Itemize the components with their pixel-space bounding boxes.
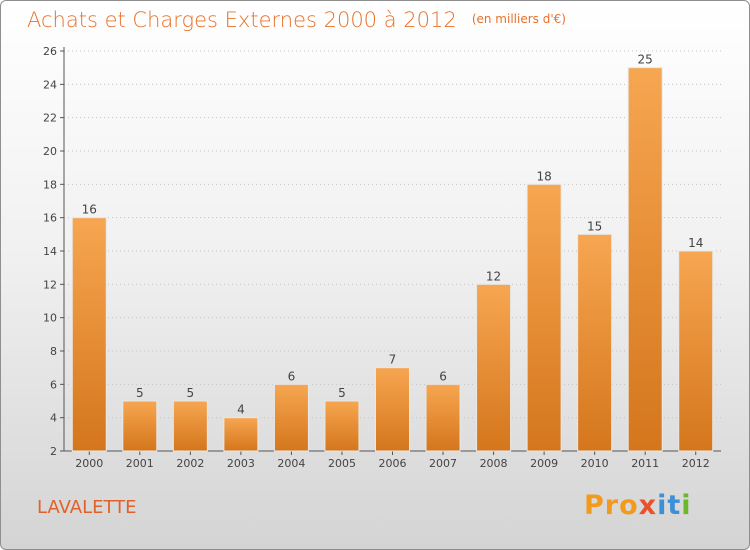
x-tick-label: 2003: [227, 457, 255, 470]
bar-value-label: 5: [187, 386, 195, 400]
bar: [678, 250, 714, 452]
y-tick-label: 12: [43, 278, 57, 291]
y-tick-label: 26: [43, 45, 57, 58]
bar: [122, 400, 158, 452]
bar: [577, 233, 613, 452]
y-tick-label: 22: [43, 112, 57, 125]
logo-part: it: [657, 490, 682, 521]
bar: [375, 367, 410, 452]
x-tick-labels: 2000 2001 2002 2003 2004 2005 2006 2007 2008 2009…: [75, 457, 709, 470]
y-tick-label: 10: [43, 312, 57, 325]
chart-unit: (en milliers d'€): [471, 12, 566, 26]
chart-title: Achats et Charges Externes 2000 à 2012 (…: [27, 8, 566, 32]
y-tick-label: 14: [43, 245, 57, 258]
y-tick-label: 24: [43, 78, 57, 91]
y-tick-label: 18: [43, 178, 57, 191]
data-labels: 16 5 5 4 6 5 7 6 12 18 15 25 14: [82, 53, 704, 417]
bar-value-label: 5: [338, 386, 346, 400]
x-tick-label: 2001: [126, 457, 154, 470]
proxiti-logo: Proxiti: [584, 490, 692, 521]
y-tick-label: 20: [43, 145, 57, 158]
x-tick-label: 2006: [379, 457, 407, 470]
bar-value-label: 12: [486, 269, 501, 283]
bar: [324, 400, 360, 452]
x-tick-label: 2012: [682, 457, 710, 470]
y-tick-label: 2: [50, 445, 57, 458]
bar-value-label: 6: [439, 369, 447, 383]
y-tick-label: 16: [43, 212, 57, 225]
logo-part: i: [681, 490, 692, 521]
bar-value-label: 15: [587, 219, 602, 233]
x-tick-label: 2005: [328, 457, 356, 470]
bar-value-label: 25: [638, 53, 653, 67]
bar-value-label: 16: [82, 203, 97, 217]
bar-value-label: 6: [288, 369, 296, 383]
bar: [627, 67, 663, 452]
x-tick-label: 2004: [277, 457, 305, 470]
x-tick-label: 2007: [429, 457, 457, 470]
bar: [71, 217, 107, 452]
bar: [223, 417, 259, 452]
x-tick-label: 2008: [480, 457, 508, 470]
bars: [71, 67, 714, 452]
bar: [476, 283, 512, 452]
logo-part: Pro: [584, 490, 639, 521]
y-tick-label: 8: [50, 345, 57, 358]
bar: [425, 383, 461, 452]
bar-value-label: 4: [237, 403, 245, 417]
bar-value-label: 5: [136, 386, 144, 400]
bar-value-label: 14: [688, 236, 703, 250]
bar: [526, 183, 562, 452]
x-tick-label: 2011: [631, 457, 659, 470]
x-tick-label: 2009: [530, 457, 558, 470]
logo-part: x: [638, 490, 658, 521]
y-tick-label: 6: [50, 378, 57, 391]
bar-value-label: 18: [536, 169, 551, 183]
bar: [273, 383, 309, 452]
bar-value-label: 7: [389, 353, 397, 367]
y-tick-label: 4: [50, 412, 57, 425]
x-tick-label: 2010: [581, 457, 609, 470]
x-tick-label: 2000: [75, 457, 103, 470]
place-name: LAVALETTE: [37, 497, 137, 518]
bar: [172, 400, 208, 452]
x-tick-label: 2002: [176, 457, 204, 470]
chart-title-text: Achats et Charges Externes 2000 à 2012: [27, 8, 457, 32]
